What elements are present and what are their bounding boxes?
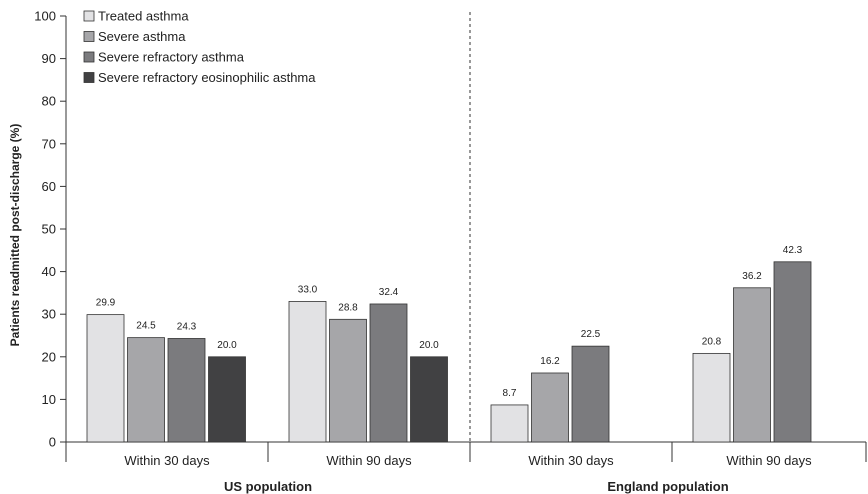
bar-value-label: 42.3 <box>783 245 803 256</box>
bar-value-label: 20.0 <box>419 340 439 351</box>
legend-label: Severe asthma <box>98 29 186 44</box>
bar <box>773 261 812 443</box>
y-tick-label: 30 <box>42 307 56 322</box>
category-label: Within 90 days <box>726 453 812 468</box>
bar-value-label: 24.5 <box>136 321 156 332</box>
population-group-label: US population <box>224 479 312 494</box>
y-axis-label: Patients readmitted post-discharge (%) <box>8 124 22 347</box>
legend-swatch <box>83 31 95 42</box>
bar <box>127 337 165 443</box>
bar-value-label: 16.2 <box>540 356 560 367</box>
bar-value-label: 36.2 <box>742 271 762 282</box>
population-group-label: England population <box>607 479 728 494</box>
labels: US population Within 30 days 29.9 24.5 24.3 2… <box>96 245 812 494</box>
category-label: Within 90 days <box>326 453 412 468</box>
bar <box>490 404 529 443</box>
bar-value-label: 8.7 <box>503 388 517 399</box>
bar <box>410 356 448 443</box>
y-tick-label: 10 <box>42 392 56 407</box>
bar <box>329 318 367 443</box>
bar-value-label: 20.8 <box>702 336 722 347</box>
y-tick-label: 100 <box>34 9 56 24</box>
category-label: Within 30 days <box>528 453 614 468</box>
bar <box>531 372 569 443</box>
bar <box>86 314 125 443</box>
legend-label: Severe refractory asthma <box>98 50 245 65</box>
y-tick-label: 50 <box>42 222 56 237</box>
y-tick-label: 80 <box>42 94 56 109</box>
bar <box>208 356 246 443</box>
bar-value-label: 33.0 <box>298 284 318 295</box>
legend-swatch <box>83 10 95 22</box>
legend-swatch <box>83 51 95 63</box>
y-tick-label: 0 <box>49 435 56 450</box>
bar <box>733 287 771 443</box>
y-tick-label: 60 <box>42 179 56 194</box>
bar-value-label: 22.5 <box>581 329 601 340</box>
axes: 0 10 20 30 40 50 60 70 80 90 100 <box>34 9 867 462</box>
bar <box>571 345 610 443</box>
category-label: Within 30 days <box>124 453 210 468</box>
y-tick-label: 40 <box>42 264 56 279</box>
legend-label: Severe refractory eosinophilic asthma <box>98 70 316 85</box>
bars <box>86 261 812 443</box>
legend: Treated asthma Severe asthma Severe refrac… <box>83 9 316 85</box>
bar <box>369 303 408 443</box>
bar <box>288 301 327 443</box>
y-tick-label: 20 <box>42 349 56 364</box>
y-tick-label: 70 <box>42 136 56 151</box>
bar-value-label: 28.8 <box>338 302 358 313</box>
bar-value-label: 20.0 <box>217 340 237 351</box>
y-tick-label: 90 <box>42 51 56 66</box>
legend-swatch <box>83 72 95 83</box>
legend-label: Treated asthma <box>98 9 189 24</box>
bar <box>692 352 731 443</box>
bar-value-label: 29.9 <box>96 298 116 309</box>
bar-value-label: 32.4 <box>379 287 399 298</box>
bar <box>167 338 206 443</box>
bar-value-label: 24.3 <box>177 321 197 332</box>
